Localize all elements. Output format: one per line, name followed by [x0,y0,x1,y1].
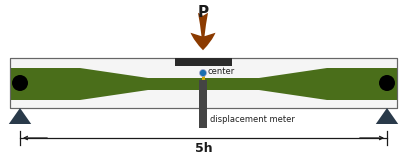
Bar [10,58,397,108]
Text: 5h: 5h [195,141,212,155]
Bar [201,73,204,80]
Circle shape [12,75,28,91]
Bar [199,80,207,128]
Polygon shape [10,68,397,100]
Circle shape [379,75,395,91]
Bar [10,58,397,108]
Polygon shape [9,108,31,124]
Polygon shape [376,108,398,124]
Text: P: P [197,5,208,20]
Text: center: center [208,68,235,77]
Bar [175,58,232,66]
Circle shape [199,70,206,77]
Text: displacement meter: displacement meter [210,116,295,124]
